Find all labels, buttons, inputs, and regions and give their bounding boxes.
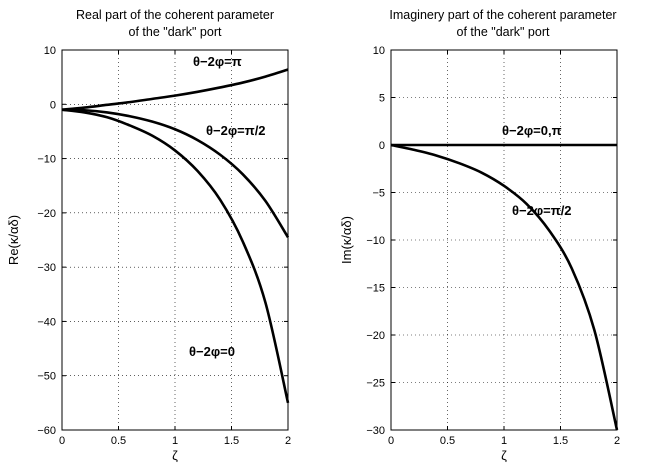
left-y-tick-label: −10: [37, 154, 56, 166]
right-y-tick-label: −5: [372, 188, 385, 200]
left-x-tick-label: 1: [172, 435, 178, 447]
left-series-line-1: [61, 68, 289, 112]
left-y-tick-label: −60: [37, 425, 56, 437]
left-y-tick-label: −50: [37, 371, 56, 383]
right-annotation-pi-half: θ−2φ=π/2: [512, 203, 572, 218]
left-grid: [62, 50, 288, 430]
right-y-tick-label: −10: [366, 235, 385, 247]
left-ticks: 0 0.5 1 1.5 2 10 0 −10 −20 −30 −40 −50 −60: [37, 45, 291, 447]
right-y-tick-label: 5: [379, 93, 385, 105]
left-chart: Real part of the coherent parameter of t…: [6, 8, 291, 463]
right-y-tick-label: −30: [366, 425, 385, 437]
right-ticks: 0 0.5 1 1.5 2 10 5 0 −5 −10 −15 −20 −25 −30: [366, 45, 620, 447]
right-curves: [390, 143, 619, 431]
left-x-tick-label: 0.5: [111, 435, 126, 447]
right-x-tick-label: 0.5: [440, 435, 455, 447]
right-y-tick-label: −20: [366, 330, 385, 342]
right-x-tick-label: 2: [614, 435, 620, 447]
left-x-tick-label: 1.5: [224, 435, 239, 447]
right-x-tick-label: 1: [501, 435, 507, 447]
left-y-axis-label: Re(κ/αδ): [6, 215, 21, 265]
left-x-axis-label: ζ: [172, 448, 178, 463]
left-series-line-2: [61, 108, 290, 238]
left-curves: [61, 68, 290, 404]
right-grid: [391, 50, 617, 430]
left-chart-title: Real part of the coherent parameter: [76, 8, 274, 22]
left-annotation-zero: θ−2φ=0: [189, 344, 235, 359]
right-y-axis-label: Im(κ/αδ): [339, 216, 354, 264]
left-y-tick-label: 0: [50, 99, 56, 111]
left-chart-subtitle: of the "dark" port: [129, 25, 222, 39]
right-annotation-flat: θ−2φ=0,π: [502, 123, 562, 138]
right-x-tick-label: 0: [388, 435, 394, 447]
right-y-tick-label: −25: [366, 378, 385, 390]
left-annotation-pi: θ−2φ=π: [193, 54, 242, 69]
left-y-tick-label: −20: [37, 208, 56, 220]
right-y-tick-label: 10: [373, 45, 385, 57]
left-y-tick-label: −40: [37, 316, 56, 328]
left-y-tick-label: −30: [37, 262, 56, 274]
right-chart-subtitle: of the "dark" port: [457, 25, 550, 39]
right-x-axis-label: ζ: [501, 448, 507, 463]
left-annotation-pi-half: θ−2φ=π/2: [206, 123, 266, 138]
left-x-tick-label: 0: [59, 435, 65, 447]
left-series-line-3: [61, 108, 290, 404]
left-x-tick-label: 2: [285, 435, 291, 447]
right-y-tick-label: 0: [379, 140, 385, 152]
right-chart-title: Imaginery part of the coherent parameter: [389, 8, 616, 22]
left-y-tick-label: 10: [44, 45, 56, 57]
right-chart: Imaginery part of the coherent parameter…: [339, 8, 620, 463]
right-x-tick-label: 1.5: [553, 435, 568, 447]
right-series-line-2: [390, 143, 619, 431]
right-y-tick-label: −15: [366, 283, 385, 295]
